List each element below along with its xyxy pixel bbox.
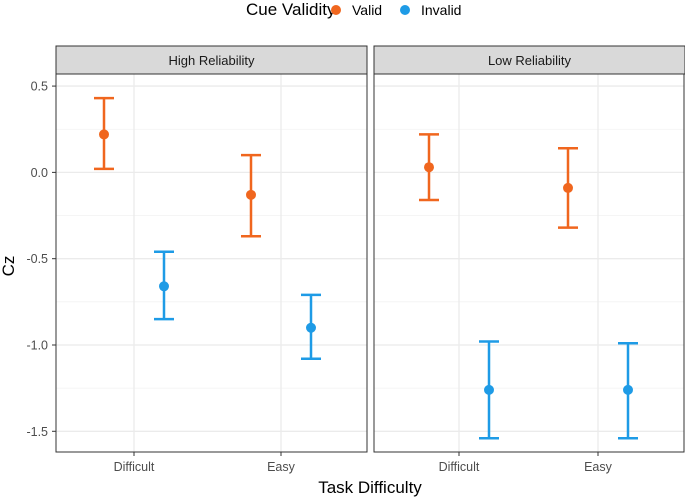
legend-key-valid — [331, 5, 341, 15]
panel-border — [373, 73, 685, 453]
legend: Cue Validity Valid Invalid — [246, 0, 461, 19]
x-tick-label: Easy — [267, 460, 296, 474]
data-point — [159, 281, 169, 292]
data-point — [246, 189, 256, 200]
x-tick-label: Easy — [584, 460, 613, 474]
data-point — [99, 129, 109, 140]
x-ticks — [133, 452, 282, 456]
data-point — [623, 384, 633, 395]
panel-low-reliability: Low Reliability Difficult Easy — [373, 45, 685, 474]
data-point — [484, 384, 494, 395]
data-point — [424, 162, 434, 173]
y-tick-labels: 0.5 0.0 -0.5 -1.0 -1.5 — [26, 80, 48, 439]
y-axis-title: Cz — [0, 256, 18, 277]
panel-title: High Reliability — [169, 53, 255, 68]
panel-title: Low Reliability — [488, 53, 572, 68]
panel-grid — [374, 74, 684, 452]
panel-strip — [373, 45, 685, 75]
y-tick-label: -1.0 — [26, 338, 48, 352]
data-point — [306, 322, 316, 333]
x-tick-label: Difficult — [114, 460, 155, 474]
legend-title: Cue Validity — [246, 0, 336, 19]
y-tick-label: 0.5 — [31, 80, 48, 94]
legend-label-invalid: Invalid — [421, 2, 461, 18]
x-axis-title: Task Difficulty — [318, 478, 422, 497]
y-tick-label: -1.5 — [26, 425, 48, 439]
x-tick-label: Difficult — [439, 460, 480, 474]
panel-border — [55, 73, 368, 453]
y-tick-label: -0.5 — [26, 252, 48, 266]
panel-marks — [94, 96, 321, 361]
y-tick-label: 0.0 — [31, 166, 48, 180]
legend-key-invalid — [400, 5, 410, 15]
panel-strip — [55, 45, 368, 75]
data-point — [563, 182, 573, 193]
panel-grid — [56, 74, 367, 452]
x-ticks — [458, 452, 599, 456]
panel-marks — [419, 133, 638, 440]
y-ticks — [52, 85, 56, 432]
panel-high-reliability: High Reliability Difficult Easy — [55, 45, 368, 474]
legend-label-valid: Valid — [352, 2, 382, 18]
